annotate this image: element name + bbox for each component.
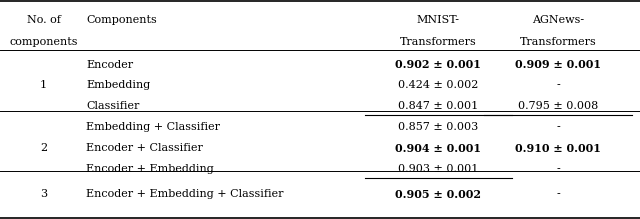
- Text: 0.904 ± 0.001: 0.904 ± 0.001: [396, 143, 481, 154]
- Text: 1: 1: [40, 80, 47, 90]
- Text: -: -: [556, 80, 560, 90]
- Text: components: components: [9, 37, 78, 47]
- Text: -: -: [556, 164, 560, 174]
- Text: AGNews-: AGNews-: [532, 15, 584, 25]
- Text: 0.902 ± 0.001: 0.902 ± 0.001: [396, 59, 481, 70]
- Text: Components: Components: [86, 15, 157, 25]
- Text: -: -: [556, 122, 560, 132]
- Text: 0.910 ± 0.001: 0.910 ± 0.001: [515, 143, 601, 154]
- Text: 0.857 ± 0.003: 0.857 ± 0.003: [398, 122, 479, 132]
- Text: No. of: No. of: [27, 15, 60, 25]
- Text: 0.795 ± 0.008: 0.795 ± 0.008: [518, 101, 598, 111]
- Text: Encoder + Embedding: Encoder + Embedding: [86, 164, 214, 174]
- Text: Encoder: Encoder: [86, 60, 134, 70]
- Text: Transformers: Transformers: [520, 37, 596, 47]
- Text: Transformers: Transformers: [400, 37, 477, 47]
- Text: 0.847 ± 0.001: 0.847 ± 0.001: [398, 101, 479, 111]
- Text: 2: 2: [40, 143, 47, 153]
- Text: 0.905 ± 0.002: 0.905 ± 0.002: [396, 189, 481, 200]
- Text: -: -: [556, 189, 560, 199]
- Text: 0.424 ± 0.002: 0.424 ± 0.002: [398, 80, 479, 90]
- Text: 0.909 ± 0.001: 0.909 ± 0.001: [515, 59, 601, 70]
- Text: Embedding: Embedding: [86, 80, 150, 90]
- Text: Embedding + Classifier: Embedding + Classifier: [86, 122, 220, 132]
- Text: Encoder + Embedding + Classifier: Encoder + Embedding + Classifier: [86, 189, 284, 199]
- Text: 0.903 ± 0.001: 0.903 ± 0.001: [398, 164, 479, 174]
- Text: 3: 3: [40, 189, 47, 199]
- Text: Classifier: Classifier: [86, 101, 140, 111]
- Text: Encoder + Classifier: Encoder + Classifier: [86, 143, 204, 153]
- Text: MNIST-: MNIST-: [417, 15, 460, 25]
